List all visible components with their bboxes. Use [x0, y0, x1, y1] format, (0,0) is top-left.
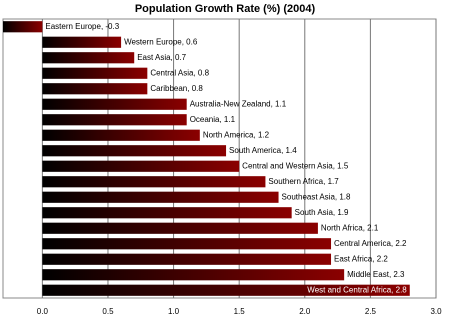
data-label: Australia-New Zealand, 1.1 [190, 99, 287, 108]
data-label: Central Asia, 0.8 [150, 68, 209, 77]
bar [42, 36, 122, 48]
bar [42, 129, 200, 141]
bar [42, 67, 148, 79]
bar [42, 222, 318, 234]
x-tick-label: 1.5 [234, 307, 246, 316]
x-tick-label: 1.0 [168, 307, 180, 316]
data-label: South America, 1.4 [229, 146, 297, 155]
data-label: Caribbean, 0.8 [150, 84, 203, 93]
data-label: Southeast Asia, 1.8 [282, 192, 351, 201]
data-label: Central America, 2.2 [334, 239, 407, 248]
data-label: South Asia, 1.9 [295, 208, 349, 217]
data-label: Central and Western Asia, 1.5 [242, 161, 349, 170]
x-tick-label: 0.0 [37, 307, 49, 316]
x-tick-label: 2.0 [299, 307, 311, 316]
bar [42, 98, 187, 110]
data-label: East Asia, 0.7 [137, 53, 186, 62]
bar [3, 21, 43, 33]
data-label: West and Central Africa, 2.8 [307, 285, 407, 294]
bar [42, 269, 345, 281]
bar [42, 238, 332, 250]
bar [42, 207, 292, 219]
bar [42, 83, 148, 95]
data-label: North Africa, 2.1 [321, 223, 379, 232]
bar [42, 114, 187, 126]
bar [42, 191, 279, 203]
data-label: Middle East, 2.3 [347, 270, 405, 279]
data-label: Western Europe, 0.6 [124, 37, 198, 46]
plot-area [2, 18, 437, 299]
x-tick-label: 0.5 [102, 307, 114, 316]
chart-title: Population Growth Rate (%) (2004) [135, 3, 316, 15]
bar [42, 284, 410, 296]
x-tick-label: 3.0 [430, 307, 442, 316]
data-label: East Africa, 2.2 [334, 254, 388, 263]
x-tick-label: 2.5 [365, 307, 377, 316]
bar [42, 160, 240, 172]
bar [42, 176, 266, 188]
bar [42, 52, 135, 64]
data-label: Southern Africa, 1.7 [268, 177, 339, 186]
bar [42, 145, 227, 157]
bar [42, 253, 332, 265]
data-label: North America, 1.2 [203, 130, 270, 139]
data-label: Eastern Europe, -0.3 [45, 22, 119, 31]
data-label: Oceania, 1.1 [190, 115, 236, 124]
